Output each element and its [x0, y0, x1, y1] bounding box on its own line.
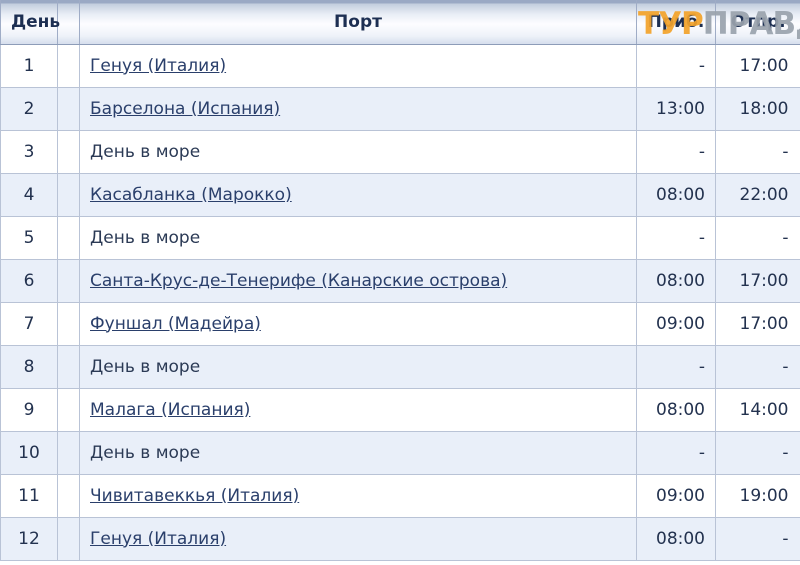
- port-link[interactable]: Фуншал (Мадейра): [90, 313, 261, 334]
- cell-departure-time: -: [715, 130, 800, 174]
- cell-day-number: 2: [0, 87, 58, 131]
- column-header-departure: Отпр.: [715, 0, 800, 45]
- cell-spacer: [57, 130, 80, 174]
- port-link[interactable]: Санта-Крус-де-Тенерифе (Канарские остров…: [90, 270, 508, 291]
- cell-spacer: [57, 216, 80, 260]
- cell-port[interactable]: Генуя (Италия): [79, 517, 637, 561]
- table-row: 2 Барселона (Испания) 13:00 18:00: [0, 87, 800, 131]
- cell-departure-time: 17:00: [715, 44, 800, 88]
- cell-port: День в море: [79, 216, 637, 260]
- table-row: 4 Касабланка (Марокко) 08:00 22:00: [0, 173, 800, 217]
- cell-departure-time: 17:00: [715, 302, 800, 346]
- cell-port: День в море: [79, 431, 637, 475]
- cell-arrival-time: 08:00: [636, 173, 716, 217]
- cell-arrival-time: 09:00: [636, 302, 716, 346]
- port-label: День в море: [90, 141, 201, 162]
- cell-departure-time: -: [715, 345, 800, 389]
- cell-day-number: 1: [0, 44, 58, 88]
- cell-day-number: 6: [0, 259, 58, 303]
- cell-departure-time: 22:00: [715, 173, 800, 217]
- header-row: День Порт Приб. Отпр.: [0, 0, 800, 45]
- port-link[interactable]: Малага (Испания): [90, 399, 251, 420]
- cell-port[interactable]: Санта-Крус-де-Тенерифе (Канарские остров…: [79, 259, 637, 303]
- cell-departure-time: 17:00: [715, 259, 800, 303]
- column-header-arrival: Приб.: [636, 0, 716, 45]
- cell-port[interactable]: Генуя (Италия): [79, 44, 637, 88]
- cell-day-number: 4: [0, 173, 58, 217]
- table-row: 8 День в море - -: [0, 345, 800, 389]
- table-row: 9 Малага (Испания) 08:00 14:00: [0, 388, 800, 432]
- cell-departure-time: -: [715, 216, 800, 260]
- port-link[interactable]: Генуя (Италия): [90, 55, 227, 76]
- cell-departure-time: 14:00: [715, 388, 800, 432]
- cell-spacer: [57, 173, 80, 217]
- cell-day-number: 10: [0, 431, 58, 475]
- cell-spacer: [57, 388, 80, 432]
- port-link[interactable]: Барселона (Испания): [90, 98, 281, 119]
- cell-arrival-time: -: [636, 44, 716, 88]
- table-row: 12 Генуя (Италия) 08:00-: [0, 517, 800, 561]
- cell-day-number: 11: [0, 474, 58, 518]
- port-label: День в море: [90, 356, 201, 377]
- cell-departure-time: -: [715, 431, 800, 475]
- cell-spacer: [57, 474, 80, 518]
- cell-arrival-time: 13:00: [636, 87, 716, 131]
- cell-day-number: 7: [0, 302, 58, 346]
- cell-spacer: [57, 517, 80, 561]
- column-header-day: День: [0, 0, 60, 45]
- table-body: 1 Генуя (Италия) -17:00 2 Барселона (Испания…: [0, 44, 800, 561]
- port-link[interactable]: Касабланка (Марокко): [90, 184, 292, 205]
- cell-port: День в море: [79, 345, 637, 389]
- table-row: 1 Генуя (Италия) -17:00: [0, 44, 800, 88]
- table-row: 7 Фуншал (Мадейра) 09:00 17:00: [0, 302, 800, 346]
- cell-arrival-time: 08:00: [636, 259, 716, 303]
- cell-arrival-time: -: [636, 431, 716, 475]
- port-label: День в море: [90, 227, 201, 248]
- table-row: 5 День в море - -: [0, 216, 800, 260]
- cell-day-number: 8: [0, 345, 58, 389]
- cell-arrival-time: -: [636, 216, 716, 260]
- cell-arrival-time: -: [636, 345, 716, 389]
- cell-arrival-time: 09:00: [636, 474, 716, 518]
- cell-port[interactable]: Фуншал (Мадейра): [79, 302, 637, 346]
- cell-day-number: 3: [0, 130, 58, 174]
- table-row: 10 День в море - -: [0, 431, 800, 475]
- cell-arrival-time: 08:00: [636, 517, 716, 561]
- cell-departure-time: 18:00: [715, 87, 800, 131]
- cell-day-number: 5: [0, 216, 58, 260]
- cell-arrival-time: 08:00: [636, 388, 716, 432]
- column-header-port: Порт: [79, 0, 637, 45]
- table-row: 6 Санта-Крус-де-Тенерифе (Канарские остро…: [0, 259, 800, 303]
- cell-day-number: 9: [0, 388, 58, 432]
- cell-departure-time: -: [715, 517, 800, 561]
- cell-spacer: [57, 259, 80, 303]
- table-header: День Порт Приб. Отпр.: [0, 0, 800, 45]
- cell-port[interactable]: Касабланка (Марокко): [79, 173, 637, 217]
- cell-spacer: [57, 87, 80, 131]
- cell-spacer: [57, 44, 80, 88]
- port-link[interactable]: Чивитавеккья (Италия): [90, 485, 300, 506]
- column-header-spacer: [57, 0, 80, 45]
- cell-day-number: 12: [0, 517, 58, 561]
- cell-spacer: [57, 302, 80, 346]
- cell-port[interactable]: Чивитавеккья (Италия): [79, 474, 637, 518]
- cell-arrival-time: -: [636, 130, 716, 174]
- cell-spacer: [57, 431, 80, 475]
- cell-port: День в море: [79, 130, 637, 174]
- cell-departure-time: 19:00: [715, 474, 800, 518]
- port-link[interactable]: Генуя (Италия): [90, 528, 227, 549]
- cell-port[interactable]: Малага (Испания): [79, 388, 637, 432]
- cell-spacer: [57, 345, 80, 389]
- table-row: 3 День в море - -: [0, 130, 800, 174]
- cell-port[interactable]: Барселона (Испания): [79, 87, 637, 131]
- port-label: День в море: [90, 442, 201, 463]
- table-row: 11 Чивитавеккья (Италия) 09:00 19:00: [0, 474, 800, 518]
